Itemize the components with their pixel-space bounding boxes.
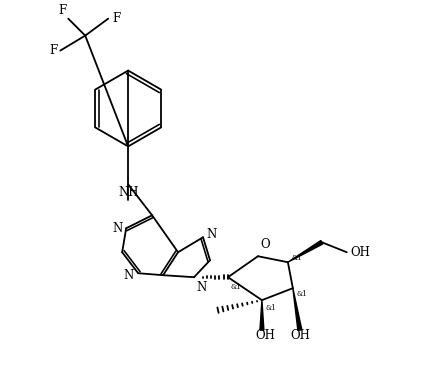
Polygon shape (293, 288, 302, 330)
Text: N: N (206, 228, 216, 241)
Text: O: O (260, 238, 269, 251)
Text: N: N (112, 222, 122, 235)
Text: &1: &1 (292, 254, 303, 262)
Text: F: F (49, 44, 57, 57)
Text: N: N (196, 281, 206, 294)
Text: NH: NH (118, 186, 138, 199)
Text: &1: &1 (231, 283, 242, 291)
Text: &1: &1 (266, 304, 277, 312)
Text: &1: &1 (297, 290, 308, 298)
Text: OH: OH (351, 246, 371, 259)
Text: N: N (124, 269, 134, 282)
Text: OH: OH (290, 329, 310, 342)
Polygon shape (260, 300, 264, 330)
Text: F: F (112, 12, 120, 25)
Text: F: F (58, 4, 66, 17)
Polygon shape (288, 240, 323, 262)
Text: OH: OH (255, 329, 275, 342)
